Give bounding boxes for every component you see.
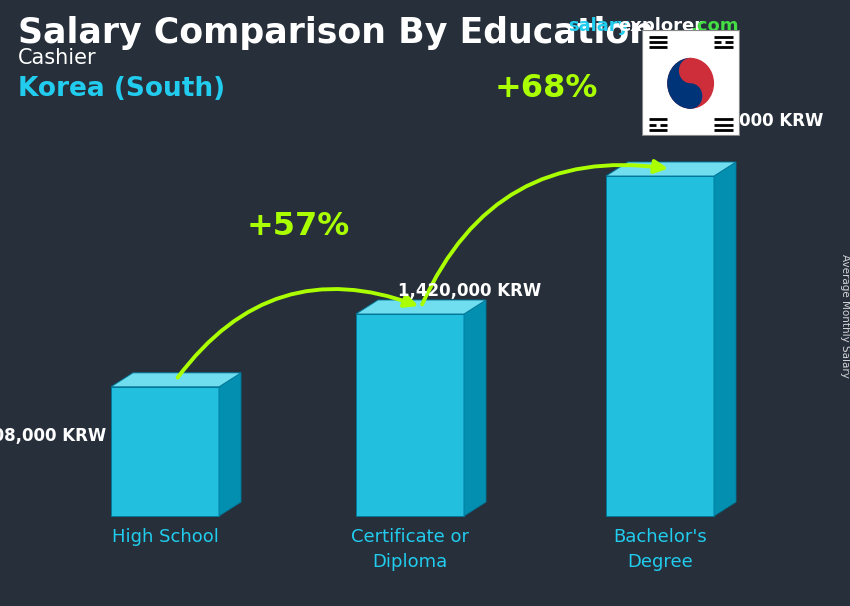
Text: salary: salary xyxy=(568,17,629,35)
Text: 908,000 KRW: 908,000 KRW xyxy=(0,427,106,445)
Text: Salary Comparison By Education: Salary Comparison By Education xyxy=(18,16,654,50)
Text: High School: High School xyxy=(111,528,218,546)
Text: 2,390,000 KRW: 2,390,000 KRW xyxy=(680,112,824,130)
Polygon shape xyxy=(219,373,241,516)
Text: Certificate or
Diploma: Certificate or Diploma xyxy=(351,528,469,571)
Text: Korea (South): Korea (South) xyxy=(18,76,225,102)
Polygon shape xyxy=(464,300,486,516)
Wedge shape xyxy=(667,58,690,109)
Polygon shape xyxy=(606,176,714,516)
Circle shape xyxy=(679,58,702,84)
Text: .com: .com xyxy=(690,17,739,35)
Polygon shape xyxy=(714,162,736,516)
FancyArrowPatch shape xyxy=(422,161,664,304)
FancyArrowPatch shape xyxy=(178,289,414,378)
Polygon shape xyxy=(356,300,486,314)
Circle shape xyxy=(679,84,702,109)
Circle shape xyxy=(667,58,714,109)
Text: 1,420,000 KRW: 1,420,000 KRW xyxy=(398,282,541,300)
Polygon shape xyxy=(606,162,736,176)
Text: explorer: explorer xyxy=(618,17,703,35)
Polygon shape xyxy=(111,387,219,516)
Text: +57%: +57% xyxy=(246,211,350,242)
Text: Bachelor's
Degree: Bachelor's Degree xyxy=(613,528,707,571)
Text: Average Monthly Salary: Average Monthly Salary xyxy=(840,254,850,378)
Polygon shape xyxy=(356,314,464,516)
Text: Cashier: Cashier xyxy=(18,48,97,68)
Polygon shape xyxy=(111,373,241,387)
Text: +68%: +68% xyxy=(495,73,598,104)
